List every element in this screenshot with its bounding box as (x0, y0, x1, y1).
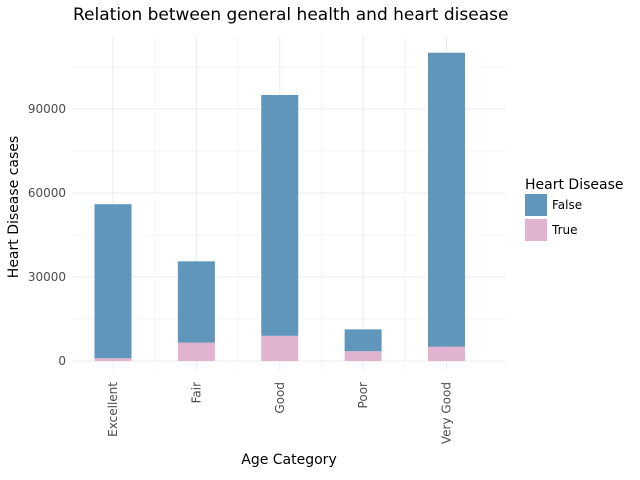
y-tick-label: 30000 (28, 270, 66, 284)
x-tick-label: Very Good (440, 382, 454, 444)
legend-label-false: False (552, 198, 582, 212)
y-tick-labels: 0 30000 60000 90000 (28, 102, 66, 368)
x-tick-label: Excellent (106, 382, 120, 437)
x-tick-labels: Excellent Fair Good Poor Very Good (106, 382, 454, 444)
legend: Heart Disease False True (525, 177, 623, 241)
y-tick-label: 60000 (28, 186, 66, 200)
bar-poor-true (344, 351, 382, 361)
legend-title: Heart Disease (525, 177, 623, 193)
bar-very-good-true (428, 346, 465, 361)
bar-excellent-false (94, 204, 132, 359)
bar-poor-false (344, 329, 382, 352)
y-axis-title: Heart Disease cases (6, 136, 22, 278)
x-tick-label: Fair (189, 382, 203, 403)
x-tick-label: Good (273, 382, 287, 414)
x-tick-label: Poor (356, 382, 370, 408)
bar-good-true (261, 335, 299, 361)
bar-excellent-true (94, 358, 132, 361)
bar-fair-false (177, 261, 215, 343)
bar-good-false (261, 95, 299, 336)
legend-label-true: True (551, 223, 578, 237)
legend-swatch-false (525, 194, 547, 216)
legend-swatch-true (525, 219, 547, 241)
x-axis-title: Age Category (241, 452, 336, 468)
chart-title: Relation between general health and hear… (73, 5, 508, 25)
y-tick-label: 0 (58, 354, 66, 368)
bar-very-good-false (428, 52, 465, 347)
bar-fair-true (177, 342, 215, 361)
bars (94, 52, 465, 361)
y-tick-label: 90000 (28, 102, 66, 116)
